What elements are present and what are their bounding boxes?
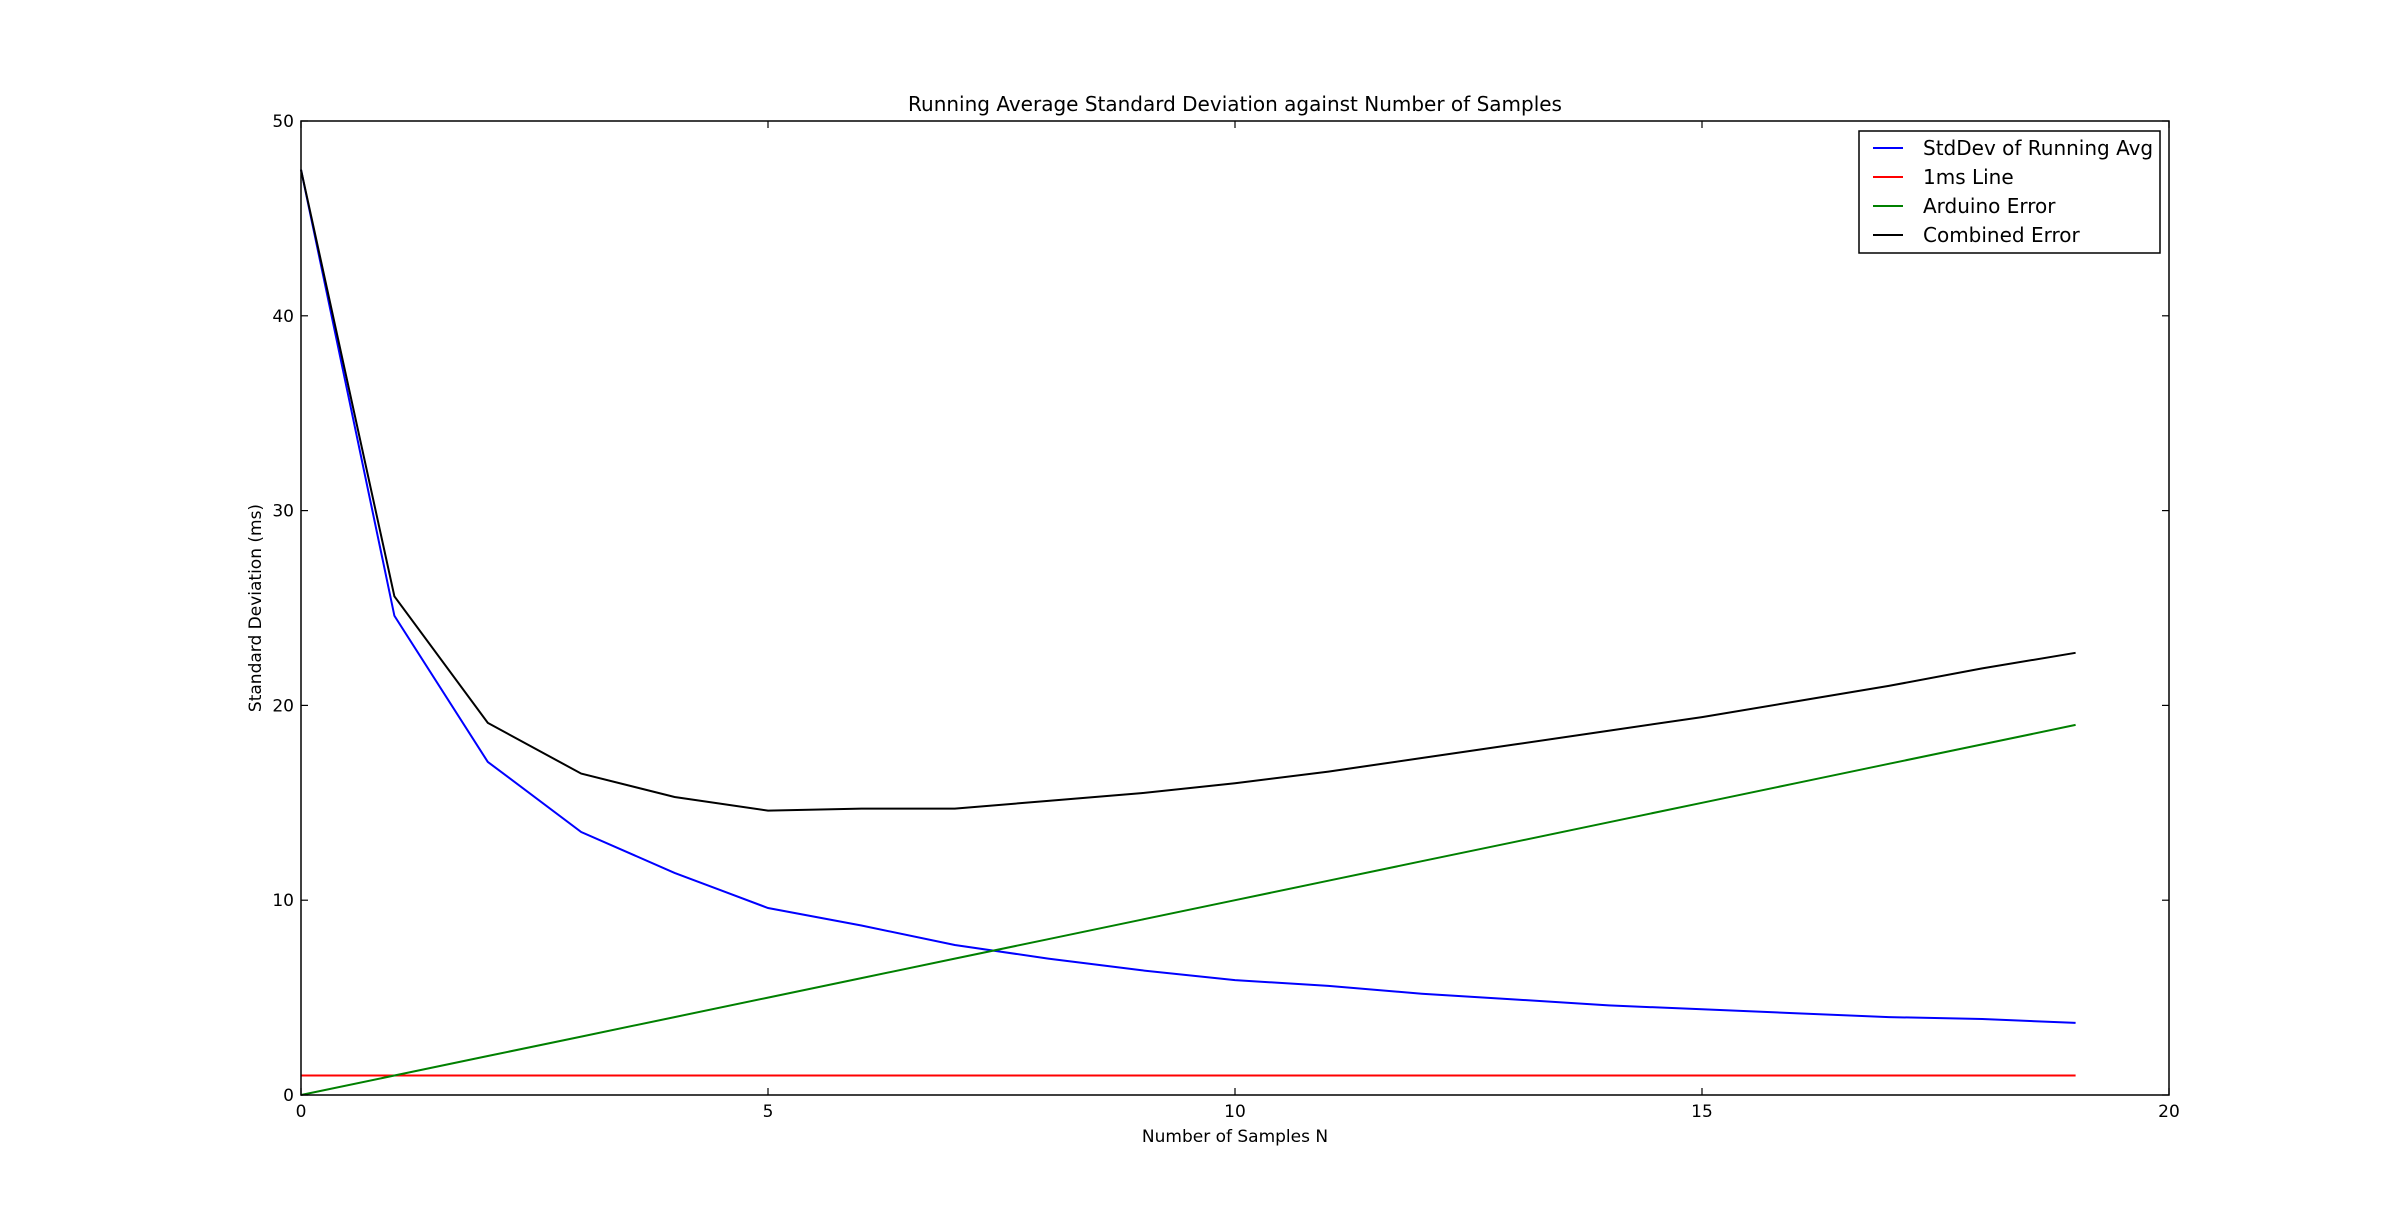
x-tick-label: 0 (296, 1102, 307, 1122)
y-tick-label: 30 (272, 502, 294, 522)
series-line-4 (300, 169, 2076, 812)
legend-label: StdDev of Running Avg (1923, 136, 2153, 160)
legend: StdDev of Running Avg 1ms Line Arduino Err… (1858, 130, 2161, 254)
legend-box (1858, 130, 2161, 254)
chart-title: Running Average Standard Deviation again… (908, 92, 1562, 116)
x-axis-title: Number of Samples N (1142, 1127, 1328, 1147)
y-tick-label: 10 (272, 891, 294, 911)
x-tick-label: 5 (763, 1102, 774, 1122)
legend-label: Arduino Error (1923, 194, 2056, 218)
y-axis-title: Standard Deviation (ms) (246, 504, 266, 712)
series-line-3 (300, 723, 2076, 1096)
axis-ticks: 0 5 10 15 20 0 10 20 30 40 50 (272, 112, 2179, 1122)
legend-label: Combined Error (1923, 223, 2080, 247)
y-tick-label: 40 (272, 307, 294, 327)
y-tick-label: 20 (272, 696, 294, 716)
legend-label: 1ms Line (1923, 165, 2014, 189)
plot-frame (300, 120, 2170, 1096)
y-tick-label: 50 (272, 112, 294, 132)
y-tick-label: 0 (283, 1086, 294, 1106)
x-tick-label: 10 (1224, 1102, 1246, 1122)
x-tick-label: 20 (2158, 1102, 2180, 1122)
plot-area (300, 169, 2076, 1096)
x-tick-label: 15 (1691, 1102, 1713, 1122)
series-line-1 (300, 169, 2076, 1024)
